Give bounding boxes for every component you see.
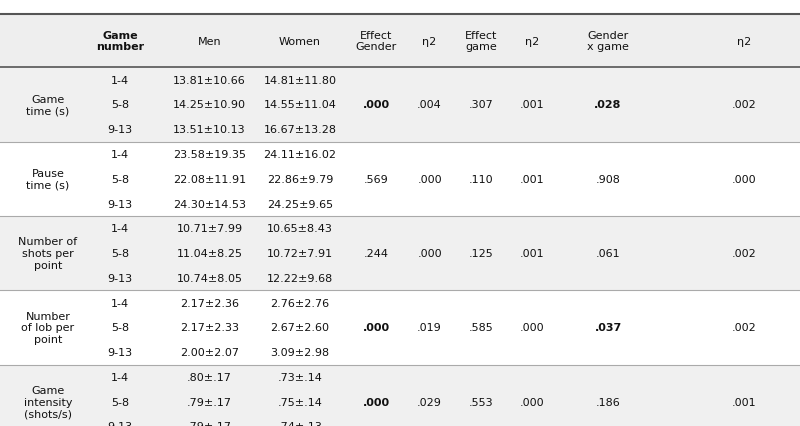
Text: 24.30±14.53: 24.30±14.53 <box>173 199 246 209</box>
Text: 2.00±2.07: 2.00±2.07 <box>180 347 239 357</box>
Text: .001: .001 <box>732 397 756 407</box>
Text: .75±.14: .75±.14 <box>278 397 322 407</box>
Text: 9-13: 9-13 <box>107 347 133 357</box>
Text: Pause
time (s): Pause time (s) <box>26 169 70 190</box>
Text: η2: η2 <box>422 37 437 46</box>
FancyBboxPatch shape <box>0 216 800 291</box>
Text: .79±.17: .79±.17 <box>187 421 232 426</box>
Text: 22.86±9.79: 22.86±9.79 <box>267 174 333 184</box>
Text: .307: .307 <box>469 100 493 110</box>
Text: 5-8: 5-8 <box>111 100 129 110</box>
Text: η2: η2 <box>737 37 751 46</box>
Text: 9-13: 9-13 <box>107 273 133 283</box>
Text: 1-4: 1-4 <box>111 298 129 308</box>
Text: 5-8: 5-8 <box>111 322 129 333</box>
Text: 23.58±19.35: 23.58±19.35 <box>173 150 246 160</box>
Text: Gender
x game: Gender x game <box>587 31 629 52</box>
Text: 24.11±16.02: 24.11±16.02 <box>263 150 337 160</box>
Text: .569: .569 <box>364 174 388 184</box>
Text: .125: .125 <box>469 248 493 259</box>
Text: .74±.13: .74±.13 <box>278 421 322 426</box>
Text: η2: η2 <box>525 37 539 46</box>
Text: Effect
Gender: Effect Gender <box>355 31 397 52</box>
Text: 2.17±2.33: 2.17±2.33 <box>180 322 239 333</box>
Text: 3.09±2.98: 3.09±2.98 <box>270 347 330 357</box>
Text: Game
number: Game number <box>96 31 144 52</box>
Text: 10.71±7.99: 10.71±7.99 <box>177 224 242 234</box>
Text: 1-4: 1-4 <box>111 75 129 86</box>
Text: 16.67±13.28: 16.67±13.28 <box>263 125 337 135</box>
Text: .186: .186 <box>596 397 620 407</box>
Text: 2.76±2.76: 2.76±2.76 <box>270 298 330 308</box>
Text: .000: .000 <box>520 397 544 407</box>
Text: 9-13: 9-13 <box>107 421 133 426</box>
Text: .000: .000 <box>732 174 756 184</box>
Text: 2.17±2.36: 2.17±2.36 <box>180 298 239 308</box>
Text: .002: .002 <box>732 248 756 259</box>
Text: .019: .019 <box>418 322 442 333</box>
Text: 22.08±11.91: 22.08±11.91 <box>173 174 246 184</box>
Text: .061: .061 <box>596 248 620 259</box>
Text: 9-13: 9-13 <box>107 125 133 135</box>
Text: .000: .000 <box>418 248 442 259</box>
Text: .585: .585 <box>469 322 493 333</box>
FancyBboxPatch shape <box>0 68 800 142</box>
Text: 13.81±10.66: 13.81±10.66 <box>174 75 246 86</box>
Text: 1-4: 1-4 <box>111 372 129 382</box>
Text: .000: .000 <box>362 322 390 333</box>
Text: 1-4: 1-4 <box>111 224 129 234</box>
Text: .79±.17: .79±.17 <box>187 397 232 407</box>
Text: .000: .000 <box>362 100 390 110</box>
Text: 24.25±9.65: 24.25±9.65 <box>267 199 333 209</box>
Text: .553: .553 <box>469 397 493 407</box>
FancyBboxPatch shape <box>0 15 800 68</box>
Text: Women: Women <box>279 37 321 46</box>
Text: .80±.17: .80±.17 <box>187 372 232 382</box>
Text: 13.51±10.13: 13.51±10.13 <box>174 125 246 135</box>
Text: 12.22±9.68: 12.22±9.68 <box>267 273 333 283</box>
Text: 10.72±7.91: 10.72±7.91 <box>267 248 333 259</box>
Text: .002: .002 <box>732 100 756 110</box>
Text: .908: .908 <box>595 174 621 184</box>
Text: Game
time (s): Game time (s) <box>26 95 70 116</box>
Text: .000: .000 <box>418 174 442 184</box>
Text: .000: .000 <box>362 397 390 407</box>
Text: 10.65±8.43: 10.65±8.43 <box>267 224 333 234</box>
Text: Men: Men <box>198 37 222 46</box>
Text: .004: .004 <box>418 100 442 110</box>
Text: Effect
game: Effect game <box>465 31 497 52</box>
Text: 11.04±8.25: 11.04±8.25 <box>177 248 242 259</box>
FancyBboxPatch shape <box>0 365 800 426</box>
Text: .244: .244 <box>363 248 389 259</box>
FancyBboxPatch shape <box>0 142 800 216</box>
Text: Game
intensity
(shots/s): Game intensity (shots/s) <box>24 385 72 418</box>
Text: .110: .110 <box>469 174 493 184</box>
Text: 2.67±2.60: 2.67±2.60 <box>270 322 330 333</box>
Text: 1-4: 1-4 <box>111 150 129 160</box>
Text: 14.25±10.90: 14.25±10.90 <box>173 100 246 110</box>
Text: 9-13: 9-13 <box>107 199 133 209</box>
Text: .73±.14: .73±.14 <box>278 372 322 382</box>
Text: .001: .001 <box>520 174 544 184</box>
Text: 5-8: 5-8 <box>111 248 129 259</box>
Text: 5-8: 5-8 <box>111 174 129 184</box>
Text: 14.81±11.80: 14.81±11.80 <box>263 75 337 86</box>
Text: 5-8: 5-8 <box>111 397 129 407</box>
Text: .028: .028 <box>594 100 622 110</box>
Text: .029: .029 <box>417 397 442 407</box>
FancyBboxPatch shape <box>0 291 800 365</box>
Text: 14.55±11.04: 14.55±11.04 <box>263 100 337 110</box>
Text: .002: .002 <box>732 322 756 333</box>
Text: .037: .037 <box>594 322 622 333</box>
Text: 10.74±8.05: 10.74±8.05 <box>177 273 242 283</box>
Text: .000: .000 <box>520 322 544 333</box>
Text: .001: .001 <box>520 248 544 259</box>
Text: Number
of lob per
point: Number of lob per point <box>22 311 74 344</box>
Text: .001: .001 <box>520 100 544 110</box>
Text: Number of
shots per
point: Number of shots per point <box>18 237 78 270</box>
